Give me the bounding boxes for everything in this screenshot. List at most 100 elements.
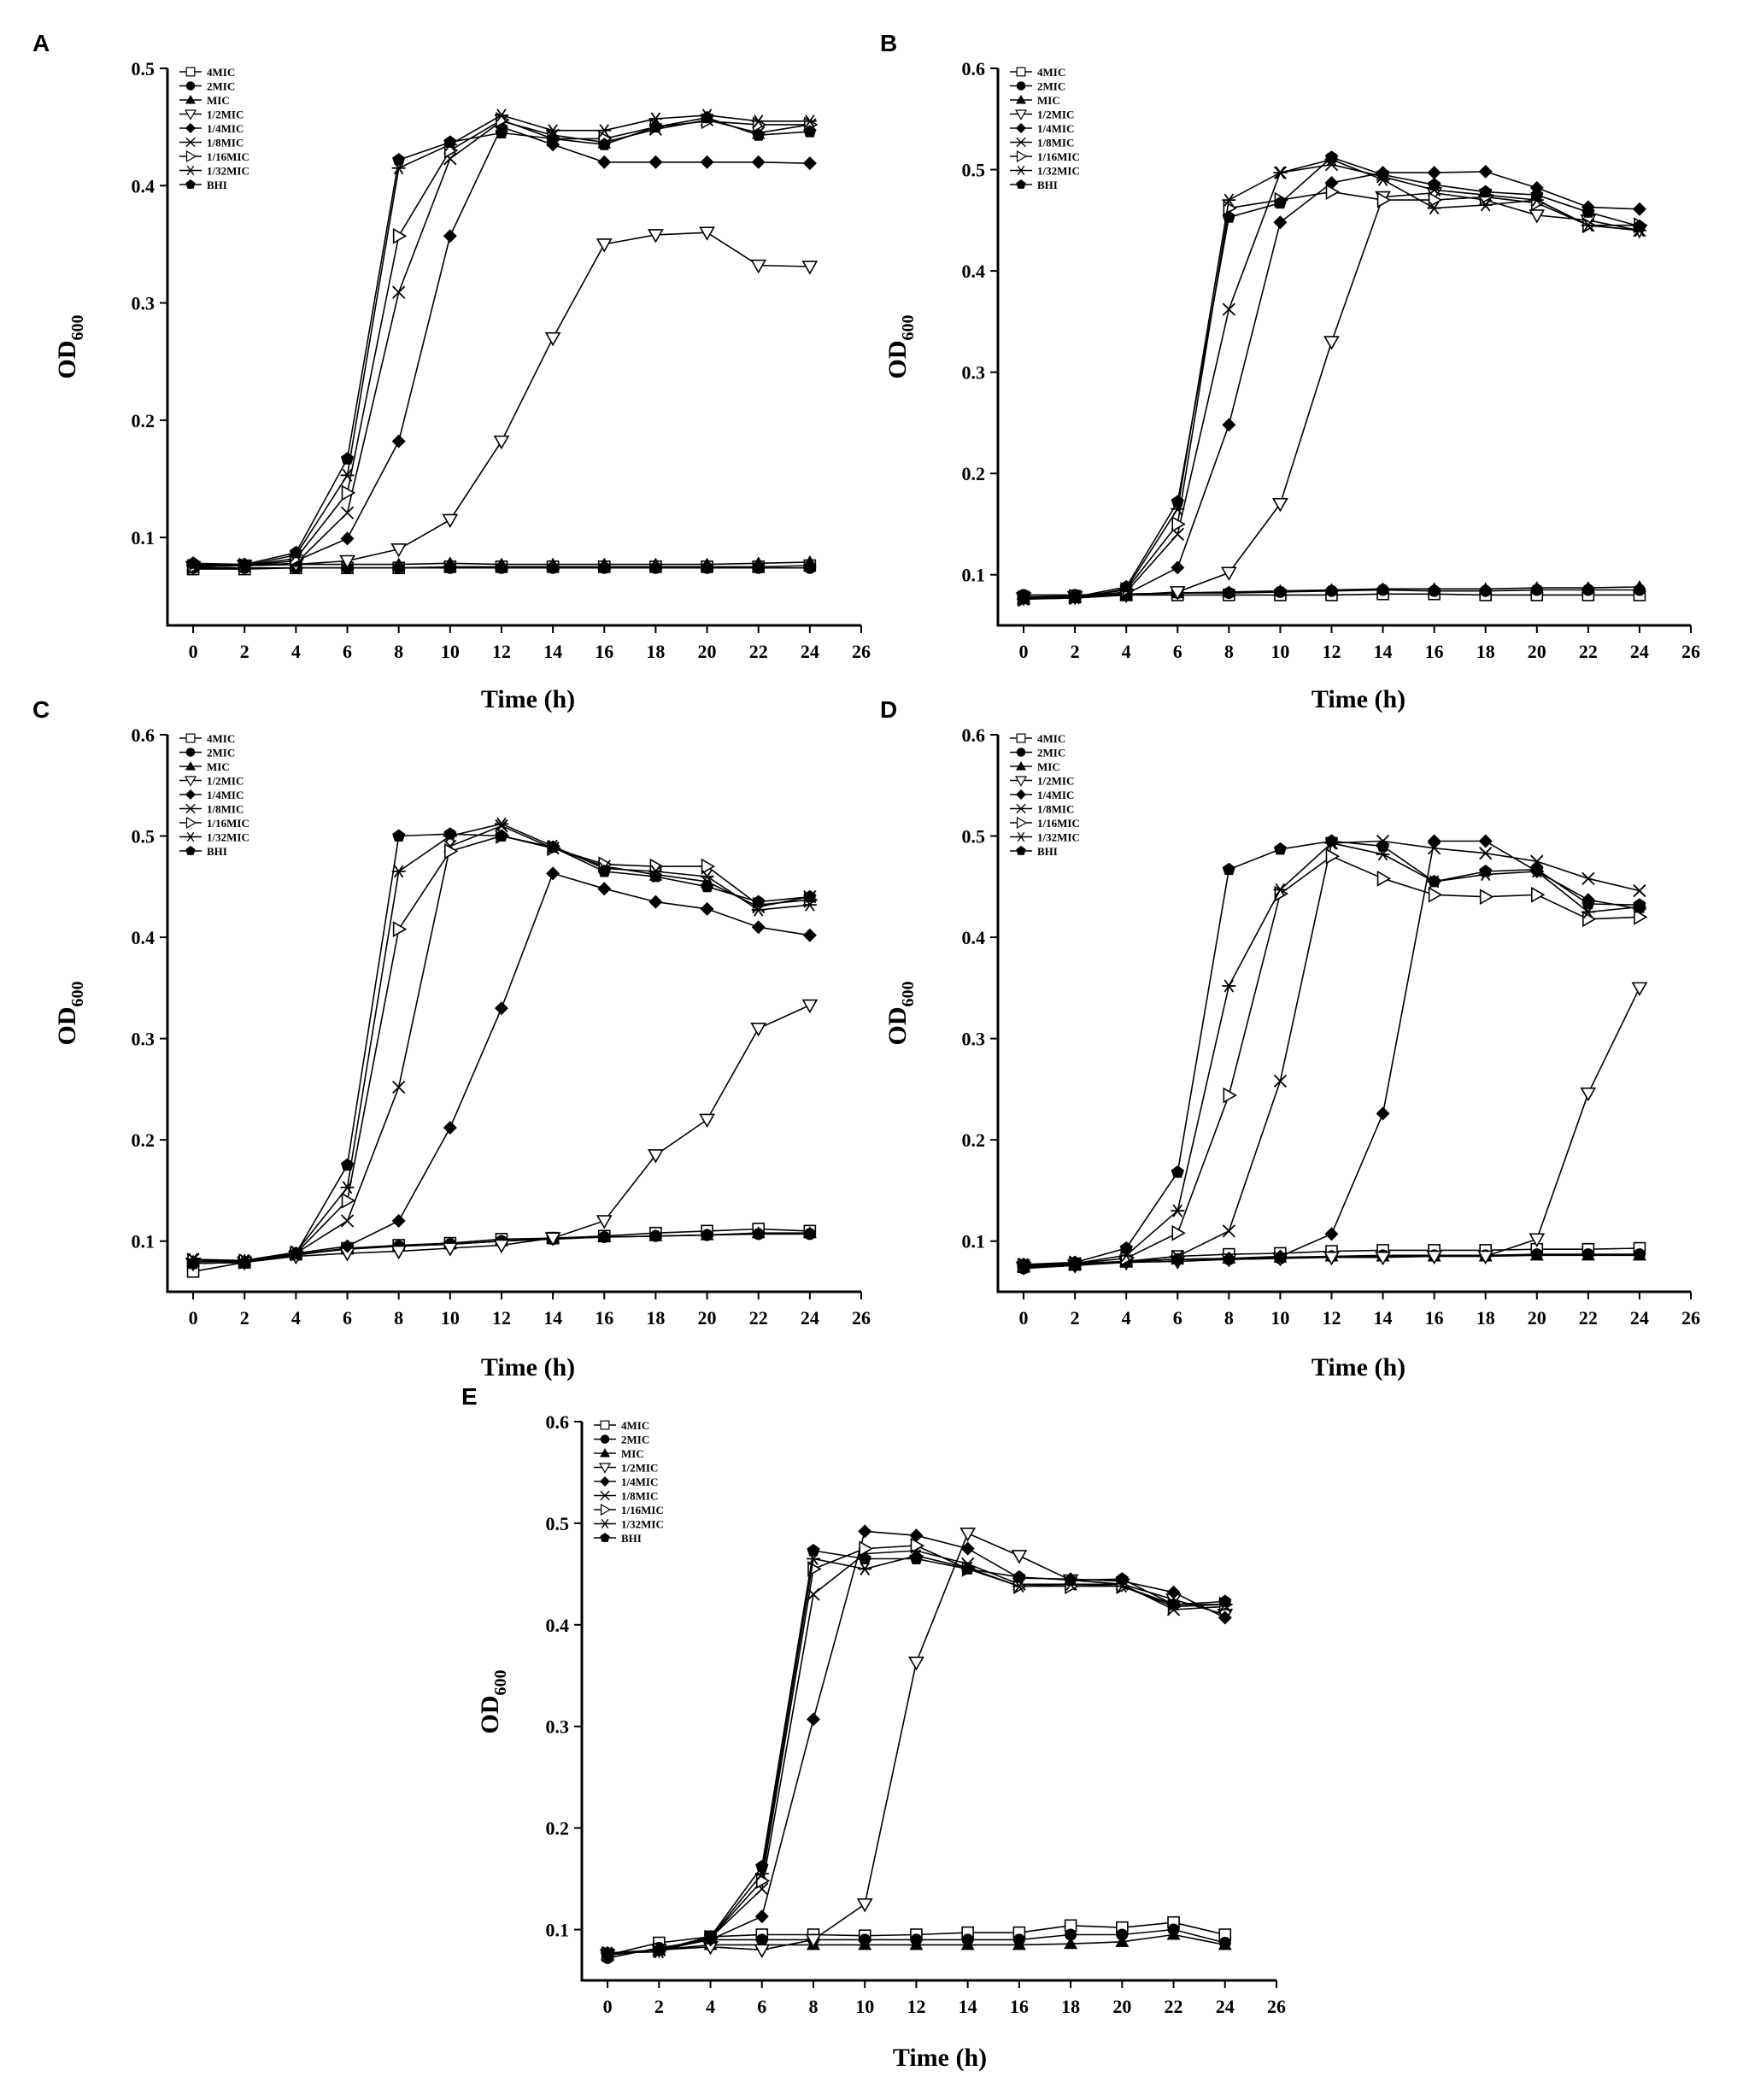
data-point — [341, 1192, 356, 1209]
data-point — [443, 229, 457, 243]
data-point — [597, 557, 612, 570]
legend-marker — [600, 1518, 610, 1529]
legend-marker — [1016, 846, 1026, 855]
series-line — [1023, 191, 1640, 599]
panel-letter: A — [32, 30, 50, 56]
data-point — [1376, 870, 1392, 887]
series-line — [193, 232, 810, 568]
y-tick-label: 0.2 — [132, 410, 156, 431]
series-line — [1024, 171, 1640, 598]
data-point — [1428, 191, 1443, 208]
x-tick-label: 24 — [1630, 1307, 1649, 1329]
data-point — [597, 865, 611, 877]
legend-marker — [185, 748, 196, 757]
x-tick-label: 8 — [809, 1996, 819, 2017]
series-1-8mic — [186, 113, 817, 574]
data-point — [443, 556, 457, 569]
y-axis-title: OD600 — [883, 982, 918, 1046]
data-point — [751, 114, 766, 128]
x-tick-label: 10 — [855, 1996, 874, 2017]
x-tick-label: 16 — [1425, 1307, 1444, 1329]
series-1-32mic — [601, 1549, 1232, 1960]
data-point — [803, 889, 817, 903]
data-point — [751, 155, 766, 169]
legend-marker — [1016, 748, 1026, 757]
x-tick-label: 22 — [1579, 641, 1598, 662]
data-point — [1222, 210, 1235, 223]
legend-label: MIC — [207, 760, 230, 773]
series-line — [193, 1004, 811, 1264]
series-line — [607, 1545, 1225, 1955]
data-point — [390, 1245, 408, 1260]
data-point — [1065, 1928, 1077, 1941]
data-point — [339, 554, 355, 570]
x-tick-label: 8 — [394, 1307, 403, 1329]
series-line — [193, 824, 811, 1263]
series-1-4mic — [186, 120, 817, 572]
legend-label: MIC — [207, 94, 230, 107]
x-tick-label: 2 — [240, 1307, 249, 1329]
data-point — [238, 557, 251, 571]
x-tick-label: 6 — [343, 641, 352, 662]
data-point — [909, 1528, 924, 1543]
x-tick-label: 26 — [852, 641, 871, 662]
data-point — [494, 817, 508, 830]
data-point — [1375, 1251, 1391, 1266]
legend-label: 4MIC — [1037, 732, 1065, 745]
series-1-16mic — [187, 828, 819, 1270]
data-point — [1119, 1241, 1133, 1254]
x-tick-label: 22 — [1579, 1307, 1598, 1329]
y-tick-label: 0.5 — [962, 160, 986, 181]
data-point — [1427, 166, 1441, 180]
data-point — [1581, 897, 1595, 910]
data-point — [1166, 1585, 1181, 1599]
series-1-2mic — [599, 1528, 1234, 1963]
x-tick-label: 18 — [1061, 1996, 1080, 2017]
data-point — [340, 506, 355, 519]
data-point — [1427, 582, 1441, 595]
data-point — [961, 1562, 975, 1575]
legend-label: 4MIC — [207, 732, 235, 745]
data-point — [1633, 219, 1646, 232]
series-line — [1023, 191, 1640, 600]
x-tick-label: 10 — [1270, 641, 1289, 662]
legend-label: 1/8MIC — [207, 137, 244, 150]
data-point — [1529, 581, 1544, 594]
data-point — [494, 1001, 508, 1016]
data-point — [909, 1552, 924, 1564]
x-tick-label: 14 — [1374, 641, 1393, 662]
x-tick-label: 26 — [1267, 1996, 1286, 2017]
series-1-4mic — [1017, 164, 1646, 604]
legend-label: 2MIC — [1037, 80, 1065, 93]
legend-marker — [1016, 165, 1026, 176]
legend-label: 1/8MIC — [207, 803, 244, 816]
series-line — [1023, 842, 1640, 1265]
series-bhi — [601, 1544, 1232, 1959]
legend-label: 1/16MIC — [1037, 150, 1080, 163]
series-bhi — [1017, 834, 1646, 1270]
series-1-8mic — [186, 819, 817, 1269]
data-point — [750, 259, 767, 274]
data-point — [699, 226, 715, 241]
x-tick-label: 26 — [1681, 641, 1700, 662]
legend-label: 1/2MIC — [621, 1462, 658, 1475]
legend-label: 1/2MIC — [207, 775, 244, 788]
chart-panel-d: D0.10.20.30.40.50.60 2 4 6 8 10 12 14 16 18 20 22 24… — [880, 696, 1700, 1381]
series-line — [1023, 156, 1640, 599]
legend-marker — [1016, 123, 1026, 133]
data-point — [1530, 188, 1544, 201]
data-point — [858, 1552, 871, 1564]
data-point — [1376, 191, 1392, 208]
legend-label: 4MIC — [1037, 66, 1065, 79]
data-point — [1324, 583, 1339, 595]
series-1-8mic — [601, 1544, 1232, 1961]
data-point — [1169, 586, 1186, 601]
data-point — [648, 1149, 664, 1164]
data-point — [959, 1528, 977, 1542]
data-point — [1222, 862, 1235, 876]
chart-panel-c: C0.10.20.30.40.50.60 2 4 6 8 10 12 14 16 18 20 22 24… — [32, 696, 871, 1381]
data-point — [1011, 1550, 1028, 1564]
series-1-4mic — [1017, 834, 1646, 1274]
legend-label: 1/32MIC — [1037, 165, 1080, 178]
data-point — [1633, 898, 1646, 911]
